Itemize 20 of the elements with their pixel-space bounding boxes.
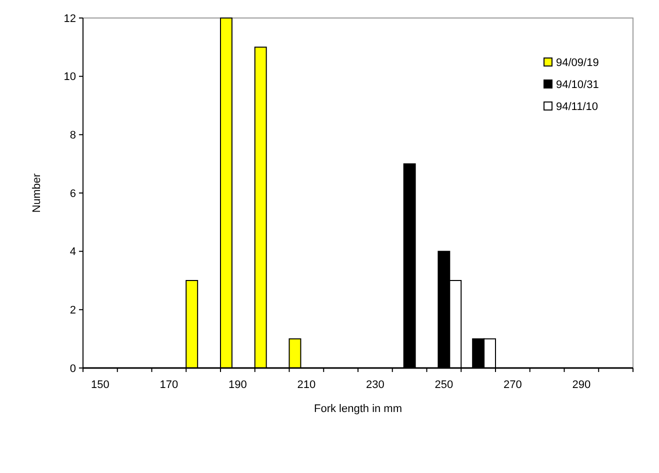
- x-tick-label: 270: [504, 379, 522, 391]
- x-tick-label: 290: [572, 379, 591, 391]
- x-tick-label: 150: [91, 379, 110, 391]
- y-tick-label: 0: [70, 362, 76, 375]
- y-tick-label: 12: [64, 12, 76, 25]
- x-tick-label: 190: [228, 379, 247, 391]
- y-tick-label: 8: [70, 130, 76, 142]
- x-tick-label: 230: [366, 379, 384, 391]
- x-tick-label: 170: [160, 379, 178, 391]
- legend-label: 94/10/31: [556, 78, 599, 91]
- legend-label: 94/09/19: [556, 56, 599, 69]
- x-tick-label: 210: [297, 379, 316, 391]
- y-tick-label: 10: [64, 71, 76, 84]
- x-tick-label: 250: [434, 379, 454, 391]
- y-tick-label: 2: [70, 304, 76, 317]
- y-axis-title: Number: [31, 173, 43, 213]
- x-axis-title: Fork length in mm: [314, 403, 402, 415]
- y-tick-label: 4: [70, 246, 76, 258]
- y-tick-label: 6: [70, 188, 76, 200]
- legend-label: 94/11/10: [556, 100, 598, 113]
